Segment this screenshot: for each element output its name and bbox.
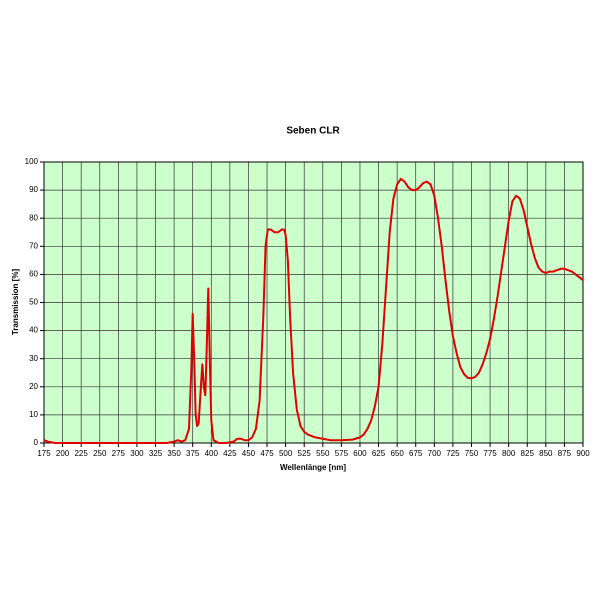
- data-line: [43, 177, 584, 444]
- x-tick-label: 175: [37, 449, 51, 458]
- x-tick-label: 375: [186, 449, 200, 458]
- x-tick-label: 575: [335, 449, 349, 458]
- chart-title: Seben CLR: [286, 126, 340, 137]
- x-axis-label: Wellenlänge [nm]: [280, 463, 346, 472]
- x-tick-label: 550: [316, 449, 330, 458]
- y-tick-label: 60: [29, 270, 38, 279]
- x-tick-label: 750: [465, 449, 479, 458]
- x-tick-label: 225: [74, 449, 88, 458]
- x-tick-label: 500: [279, 449, 293, 458]
- y-tick-label: 0: [34, 438, 39, 447]
- y-tick-label: 20: [29, 382, 38, 391]
- y-axis-label: Transmission [%]: [11, 269, 20, 336]
- x-tick-label: 300: [130, 449, 144, 458]
- x-tick-label: 600: [353, 449, 367, 458]
- x-tick-label: 400: [205, 449, 219, 458]
- x-tick-label: 325: [149, 449, 163, 458]
- x-tick-label: 425: [223, 449, 237, 458]
- y-tick-label: 50: [29, 298, 38, 307]
- x-tick-label: 875: [558, 449, 572, 458]
- x-tick-label: 450: [242, 449, 256, 458]
- y-tick-label: 100: [25, 157, 39, 166]
- x-tick-label: 275: [112, 449, 126, 458]
- x-tick-label: 725: [446, 449, 460, 458]
- x-tick-label: 675: [409, 449, 423, 458]
- plot-frame: [43, 161, 584, 444]
- x-tick-label: 775: [483, 449, 497, 458]
- x-tick-label: 250: [93, 449, 107, 458]
- x-tick-label: 625: [372, 449, 386, 458]
- x-tick-label: 350: [167, 449, 181, 458]
- y-tick-label: 90: [29, 185, 38, 194]
- x-tick-label: 475: [260, 449, 274, 458]
- x-tick-label: 700: [428, 449, 442, 458]
- x-tick-label: 800: [502, 449, 516, 458]
- x-tick-label: 200: [56, 449, 70, 458]
- y-tick-label: 10: [29, 410, 38, 419]
- y-tick-label: 70: [29, 241, 38, 250]
- x-tick-label: 850: [539, 449, 553, 458]
- x-tick-label: 650: [390, 449, 404, 458]
- x-tick-label: 525: [298, 449, 312, 458]
- y-tick-label: 30: [29, 354, 38, 363]
- y-tick-label: 40: [29, 326, 38, 335]
- x-tick-label: 825: [521, 449, 535, 458]
- y-tick-label: 80: [29, 213, 38, 222]
- x-tick-label: 900: [576, 449, 590, 458]
